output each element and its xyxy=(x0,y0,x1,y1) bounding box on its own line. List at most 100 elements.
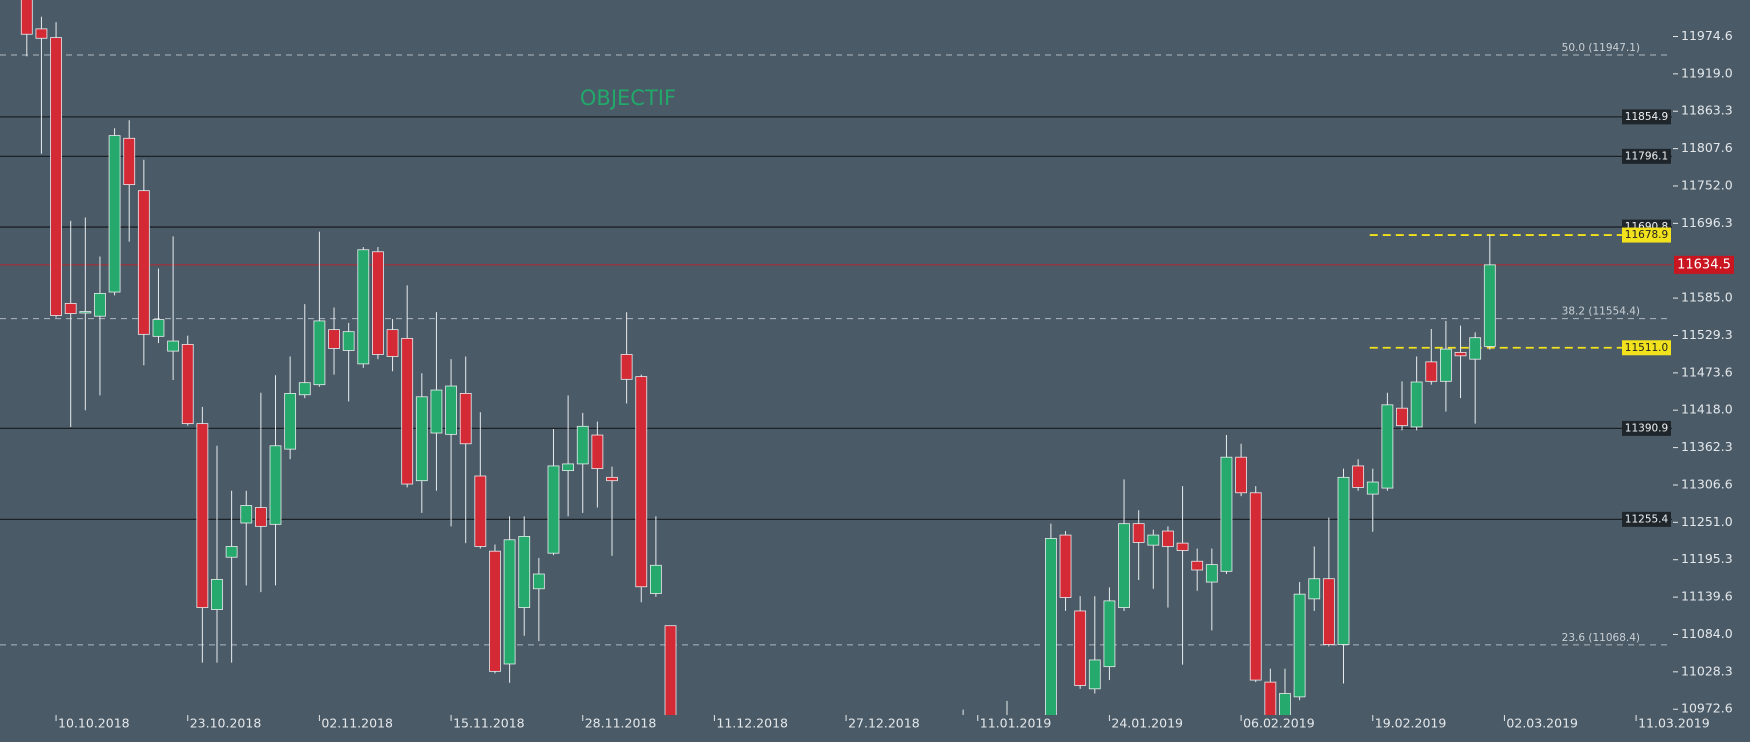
y-tick-label: 11362.3 xyxy=(1681,439,1733,454)
candle-body xyxy=(1469,337,1482,360)
level-label-box xyxy=(1622,511,1671,527)
y-tick-label: 11473.6 xyxy=(1681,364,1733,379)
candle-body xyxy=(357,249,370,365)
candle-body xyxy=(137,190,150,335)
candle-body xyxy=(401,337,414,485)
highlight-label-box xyxy=(1622,227,1671,243)
candle-body xyxy=(1162,530,1174,547)
candle-body xyxy=(1235,456,1247,494)
candle-body xyxy=(1205,564,1218,583)
candle-body xyxy=(415,396,428,482)
y-tick-label: 11529.3 xyxy=(1681,327,1733,342)
x-tick-label: 06.02.2019 xyxy=(1243,716,1315,731)
candle-body xyxy=(430,389,443,434)
candle-body xyxy=(591,434,604,470)
plot-area xyxy=(0,0,1672,715)
candle-body xyxy=(386,329,399,357)
fib-label: 38.2 (11554.4) xyxy=(1562,306,1640,318)
candle-body xyxy=(1410,381,1423,428)
y-tick-label: 11696.3 xyxy=(1681,215,1733,230)
y-tick-label: 11863.3 xyxy=(1681,103,1733,118)
candle-body xyxy=(547,465,560,554)
y-tick-label: 11974.6 xyxy=(1681,28,1733,43)
candle-body xyxy=(459,393,472,445)
candle-body xyxy=(1059,534,1072,598)
candle-body xyxy=(1088,659,1101,690)
candle-body xyxy=(532,573,545,590)
candle-body xyxy=(1191,560,1204,571)
y-tick-label: 11919.0 xyxy=(1681,65,1733,80)
y-tick-label: 11418.0 xyxy=(1681,402,1733,417)
candle-body xyxy=(108,135,121,293)
last-price-label: 11634.5 xyxy=(1677,257,1731,272)
x-tick-label: 24.01.2019 xyxy=(1111,716,1183,731)
candle-body xyxy=(445,385,457,435)
candle-body xyxy=(64,303,77,314)
candle-body xyxy=(518,536,531,608)
candle-body xyxy=(1366,481,1379,495)
candle-body xyxy=(1176,542,1189,551)
x-tick-label: 23.10.2018 xyxy=(190,716,262,731)
last-price-box xyxy=(1674,255,1734,274)
x-tick-label: 11.03.2019 xyxy=(1638,716,1710,731)
x-tick-label: 19.02.2019 xyxy=(1375,716,1447,731)
y-tick-label: 11139.6 xyxy=(1681,589,1733,604)
candle-body xyxy=(342,331,355,351)
y-tick-label: 11251.0 xyxy=(1681,514,1733,529)
candle-body xyxy=(1045,538,1057,715)
candle-body xyxy=(284,393,297,450)
candle-body xyxy=(225,546,238,558)
candle-body xyxy=(181,344,194,425)
candle-body xyxy=(298,382,311,396)
candle-body xyxy=(649,564,662,594)
candle-body xyxy=(211,578,223,610)
candle-body xyxy=(620,354,633,380)
candle-body xyxy=(50,37,62,316)
level-label-box xyxy=(1622,109,1671,125)
y-tick-label: 11084.0 xyxy=(1681,626,1733,641)
x-tick-label: 10.10.2018 xyxy=(58,716,130,731)
highlight-label: 11511.0 xyxy=(1625,342,1668,354)
fib-label: 23.6 (11068.4) xyxy=(1562,632,1640,644)
candle-body xyxy=(1279,693,1291,715)
candle-body xyxy=(328,329,340,349)
candle-body xyxy=(94,292,106,317)
candle-body xyxy=(562,463,575,472)
x-tick-label: 28.11.2018 xyxy=(585,716,657,731)
candle-body xyxy=(152,319,165,337)
candle-body xyxy=(372,251,384,355)
candle-body xyxy=(1322,578,1335,645)
candle-body xyxy=(503,539,516,665)
candle-body xyxy=(1147,534,1160,546)
y-tick-label: 11807.6 xyxy=(1681,140,1733,155)
candle-body xyxy=(1425,361,1438,382)
candle-body xyxy=(313,320,326,386)
candle-body xyxy=(1483,264,1496,347)
candle-body xyxy=(1293,593,1306,698)
candle-body xyxy=(1220,456,1233,572)
y-tick-label: 11306.6 xyxy=(1681,476,1733,491)
candle-body xyxy=(664,625,677,715)
candle-body xyxy=(489,550,501,672)
candle-body xyxy=(1337,476,1350,645)
candle-body xyxy=(606,476,618,482)
candle-body xyxy=(1440,348,1452,382)
candle-body xyxy=(20,0,33,35)
annotation: OBJECTIF xyxy=(580,86,676,110)
x-tick-label: 02.03.2019 xyxy=(1506,716,1578,731)
candle-body xyxy=(254,507,267,527)
candle-body xyxy=(1264,681,1277,715)
candle-body xyxy=(79,311,92,314)
level-label-box xyxy=(1622,148,1671,164)
y-tick-label: 11585.0 xyxy=(1681,290,1733,305)
candle-body xyxy=(1132,523,1145,543)
y-tick-label: 11195.3 xyxy=(1681,551,1733,566)
level-label-box xyxy=(1622,420,1671,436)
candle-body xyxy=(1396,407,1408,427)
candle-body xyxy=(123,137,136,186)
x-tick-label: 11.01.2019 xyxy=(980,716,1052,731)
candle-body xyxy=(35,28,48,39)
y-tick-label: 11752.0 xyxy=(1681,177,1733,192)
x-tick-label: 11.12.2018 xyxy=(716,716,788,731)
